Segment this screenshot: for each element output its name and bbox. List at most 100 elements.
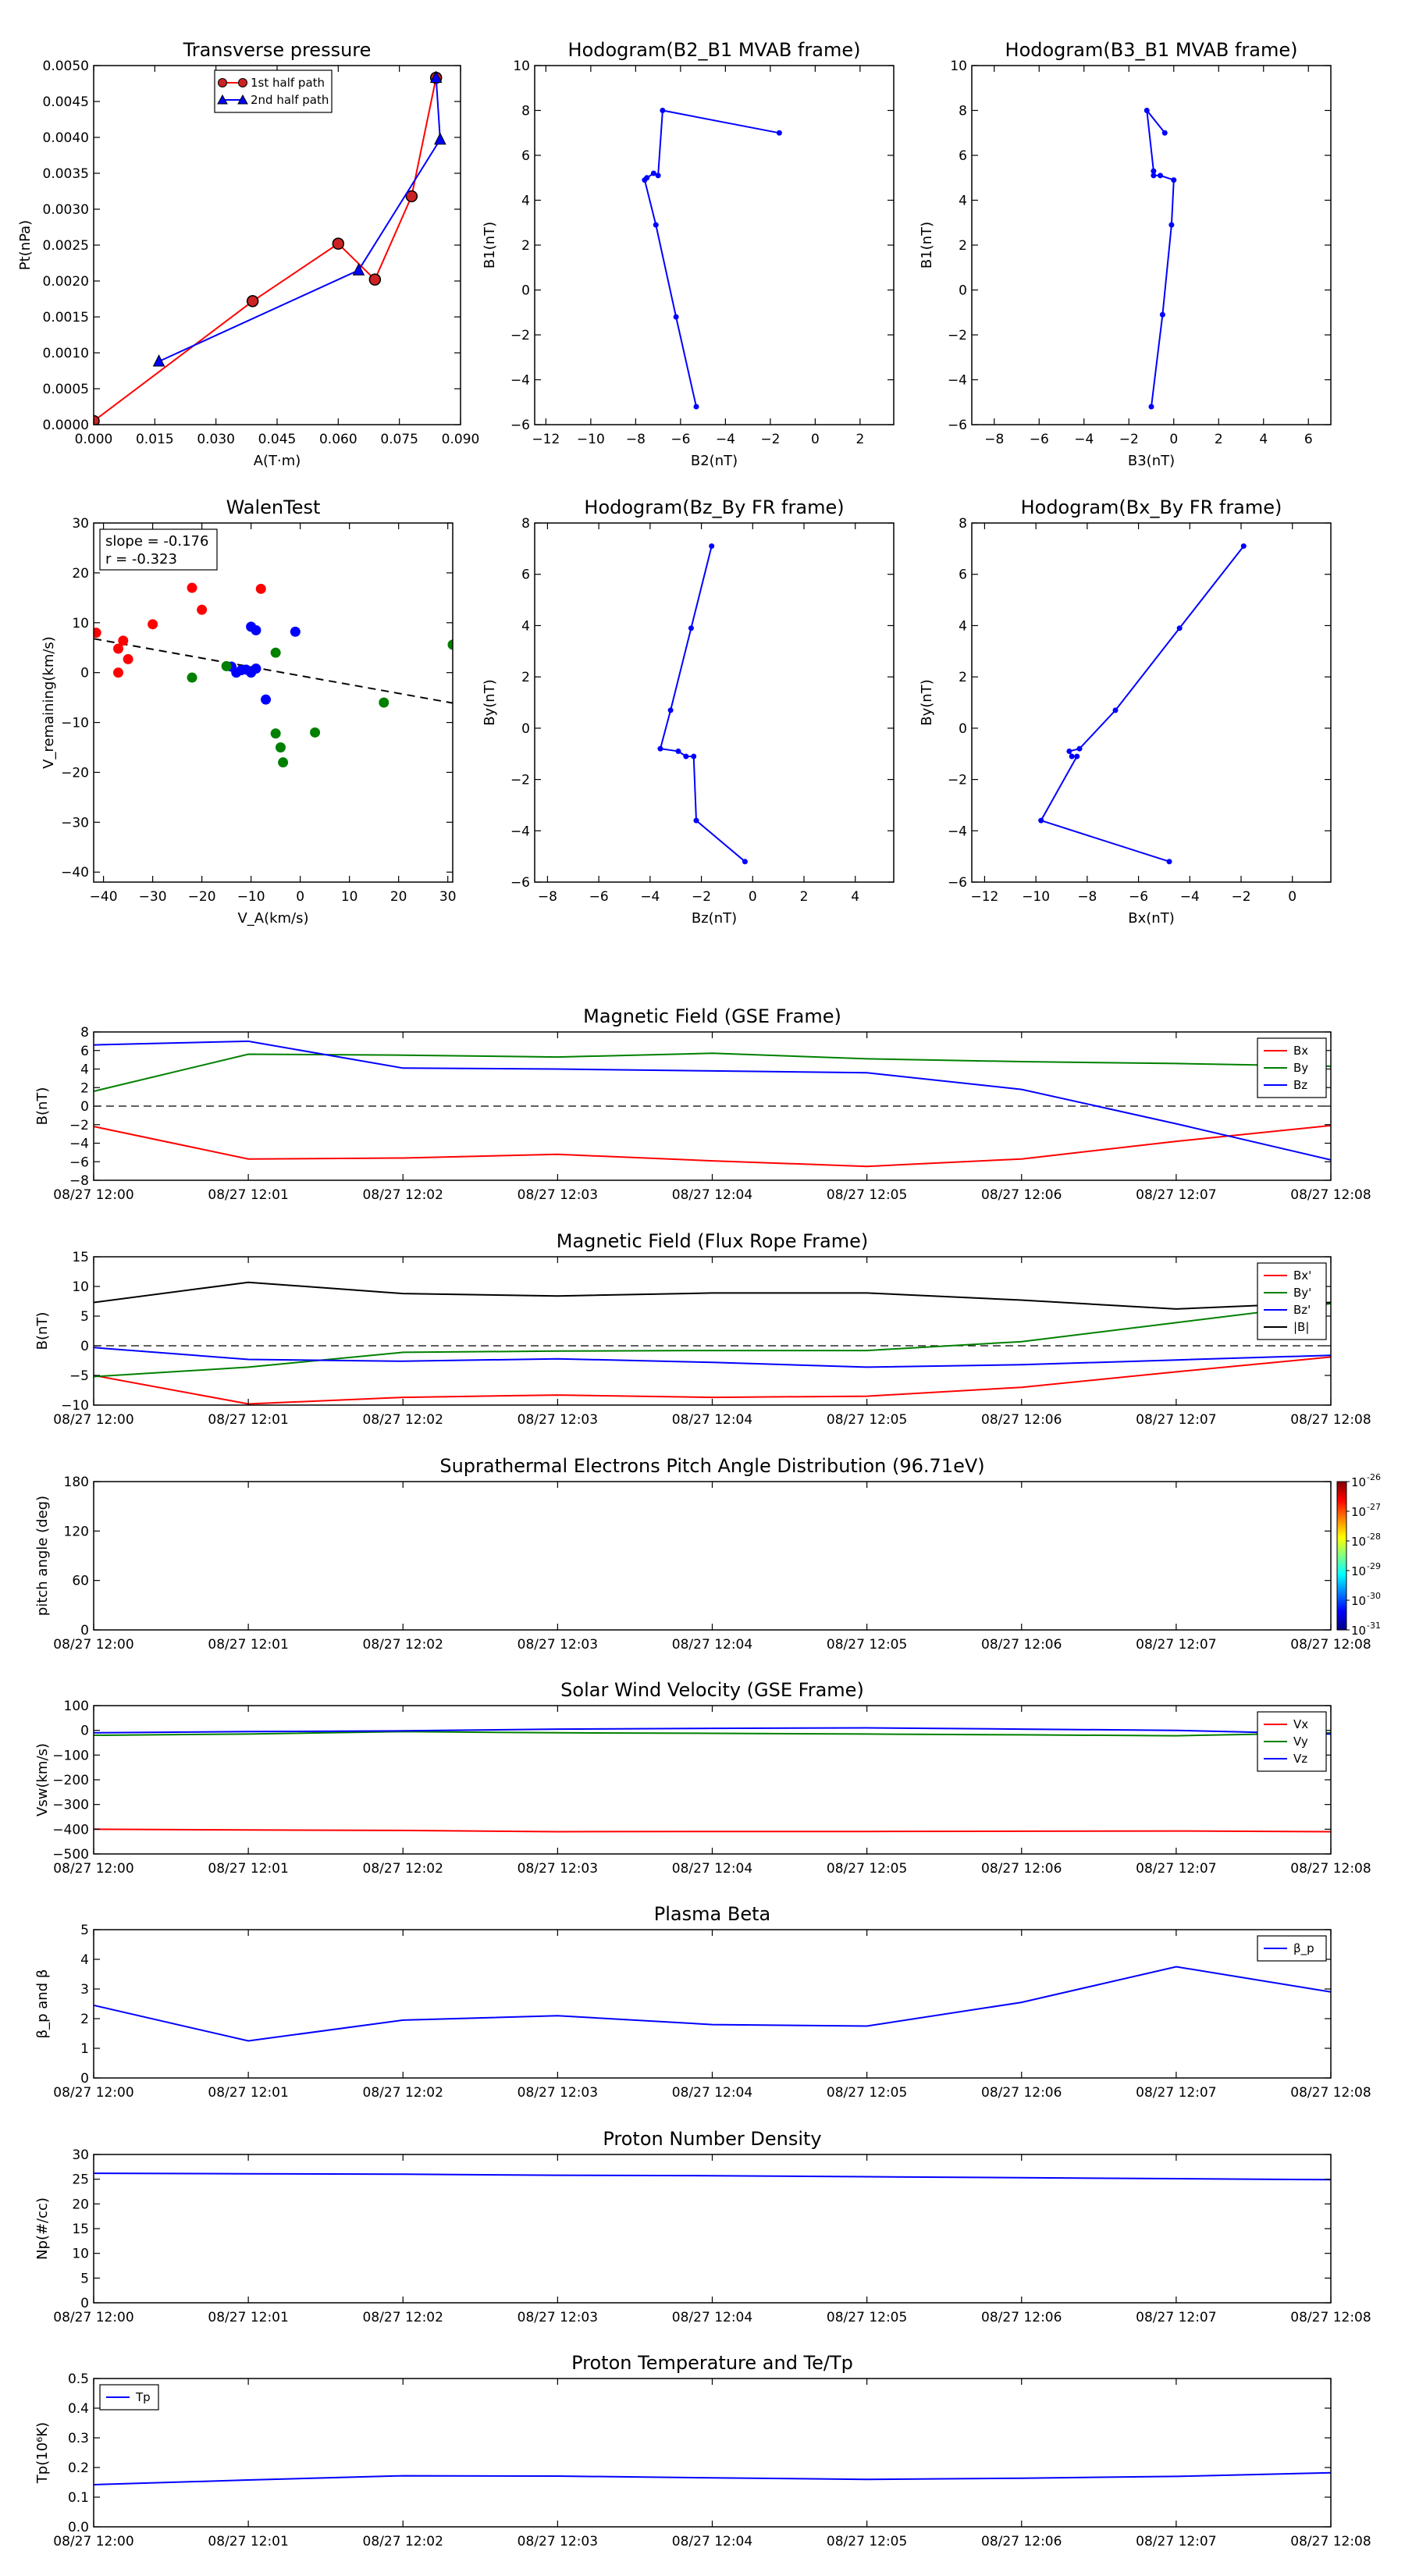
x-tick-label: 4 <box>851 889 859 905</box>
x-tick-label: 08/27 12:04 <box>672 1187 752 1203</box>
x-tick-label: 08/27 12:00 <box>53 2310 133 2325</box>
x-tick-label: −2 <box>692 889 711 905</box>
x-tick-label: −6 <box>1129 889 1148 905</box>
x-tick-label: 0.015 <box>136 432 174 447</box>
y-tick-label: −2 <box>948 328 967 343</box>
x-tick-label: −40 <box>90 889 118 905</box>
x-axis-label: B2(nT) <box>691 453 738 469</box>
x-tick-label: 08/27 12:06 <box>981 1412 1062 1428</box>
x-tick-label: −30 <box>139 889 167 905</box>
x-tick-label: 08/27 12:08 <box>1290 1412 1371 1428</box>
data-point <box>113 667 124 678</box>
data-point <box>368 273 382 286</box>
x-tick-label: 0.075 <box>380 432 418 447</box>
y-tick-label: 0.2 <box>68 2460 89 2476</box>
colorbar-label: 10 <box>1351 1505 1366 1519</box>
x-tick-label: 08/27 12:08 <box>1290 2085 1371 2101</box>
plasma-beta-chart: Plasma Beta 0 1 2 3 4 5 08/27 12:00 08/27 12:01 0… <box>34 1903 1371 2101</box>
x-tick-label: 08/27 12:04 <box>672 2310 752 2325</box>
y-tick-label: 2 <box>80 2012 89 2027</box>
y-tick-label: −400 <box>52 1822 89 1838</box>
y-tick-label: 8 <box>521 516 530 532</box>
y-tick-label: −5 <box>69 1368 89 1384</box>
x-tick-label: 0.000 <box>75 432 113 447</box>
legend-label: Vz <box>1293 1752 1307 1766</box>
x-tick-label: 0.030 <box>197 432 235 447</box>
data-point <box>642 177 648 183</box>
x-tick-label: 08/27 12:01 <box>208 1637 288 1653</box>
y-tick-label: −6 <box>510 418 530 433</box>
data-point <box>693 817 699 824</box>
y-axis-label: B1(nT) <box>919 222 935 269</box>
data-point <box>693 404 699 410</box>
data-point <box>246 295 259 308</box>
x-tick-label: 08/27 12:01 <box>208 1861 288 1877</box>
x-tick-label: 0 <box>1288 889 1297 905</box>
data-point <box>1171 177 1177 183</box>
x-tick-label: 2 <box>1215 432 1223 447</box>
colorbar-label: 10 <box>1351 1624 1366 1638</box>
y-tick-label: 0 <box>80 666 89 681</box>
data-point <box>776 130 782 136</box>
data-point <box>270 728 281 739</box>
x-tick-label: −8 <box>1077 889 1097 905</box>
y-tick-label: −4 <box>948 373 967 389</box>
data-point <box>187 672 197 683</box>
x-tick-label: −6 <box>589 889 609 905</box>
x-tick-label: −2 <box>760 432 780 447</box>
y-tick-label: 25 <box>72 2172 89 2188</box>
data-point <box>657 745 663 752</box>
y-tick-label: 8 <box>80 1025 89 1041</box>
annotation-slope: slope = -0.176 <box>105 533 208 550</box>
data-point <box>655 173 661 179</box>
y-tick-label: 0 <box>521 283 530 299</box>
x-tick-label: 08/27 12:01 <box>208 1187 288 1203</box>
data-point <box>270 647 281 658</box>
y-tick-label: −40 <box>61 865 89 881</box>
colorbar-exponent: -29 <box>1367 1561 1381 1571</box>
plot-frame <box>93 2154 1332 2304</box>
y-tick-label: −6 <box>948 418 967 433</box>
x-tick-label: −2 <box>1119 432 1139 447</box>
y-tick-label: 0.1 <box>68 2490 89 2506</box>
y-axis-label: Pt(nPa) <box>17 220 34 270</box>
plot-area <box>94 1727 1331 1833</box>
y-tick-label: 8 <box>959 516 967 532</box>
x-tick-label: 08/27 12:01 <box>208 2310 288 2325</box>
plot-area <box>642 108 782 410</box>
y-tick-label: −4 <box>948 824 967 839</box>
x-tick-label: −12 <box>532 432 560 447</box>
plot-area <box>657 543 748 865</box>
y-axis-label: Np(#/cc) <box>34 2197 51 2260</box>
data-point <box>221 660 232 671</box>
x-tick-label: 0 <box>296 889 304 905</box>
plot-frame <box>93 1256 1332 1406</box>
plot-area <box>94 70 446 425</box>
x-axis-label: Bx(nT) <box>1128 910 1174 927</box>
data-point <box>1161 130 1168 136</box>
x-tick-label: −4 <box>640 889 660 905</box>
y-tick-label: 0.0005 <box>43 382 89 397</box>
x-tick-label: −8 <box>984 432 1004 447</box>
x-tick-label: 08/27 12:00 <box>53 1187 133 1203</box>
data-point <box>434 132 446 145</box>
x-tick-label: 08/27 12:03 <box>518 2310 598 2325</box>
x-tick-label: 08/27 12:00 <box>53 2534 133 2549</box>
x-tick-label: 08/27 12:06 <box>981 2310 1062 2325</box>
x-tick-label: 08/27 12:03 <box>518 1412 598 1428</box>
y-axis-label: By(nT) <box>482 679 498 725</box>
x-tick-label: 0 <box>749 889 757 905</box>
hodogram-bz-by-chart: Hodogram(Bz_By FR frame) −6 −4 −2 0 2 4 6 8 −8 −6 −… <box>482 496 895 927</box>
x-tick-label: 08/27 12:06 <box>981 1861 1062 1877</box>
data-point <box>1168 222 1175 228</box>
legend: Tp <box>99 2384 159 2411</box>
data-point <box>742 859 748 865</box>
data-point <box>1112 707 1119 713</box>
annotation-box <box>99 528 218 571</box>
fit-line <box>94 638 453 704</box>
plot-frame <box>971 522 1332 883</box>
y-tick-label: 0.0030 <box>43 202 89 218</box>
x-tick-label: 08/27 12:08 <box>1290 2534 1371 2549</box>
plot-frame <box>534 522 895 883</box>
chart-title: WalenTest <box>226 496 321 518</box>
